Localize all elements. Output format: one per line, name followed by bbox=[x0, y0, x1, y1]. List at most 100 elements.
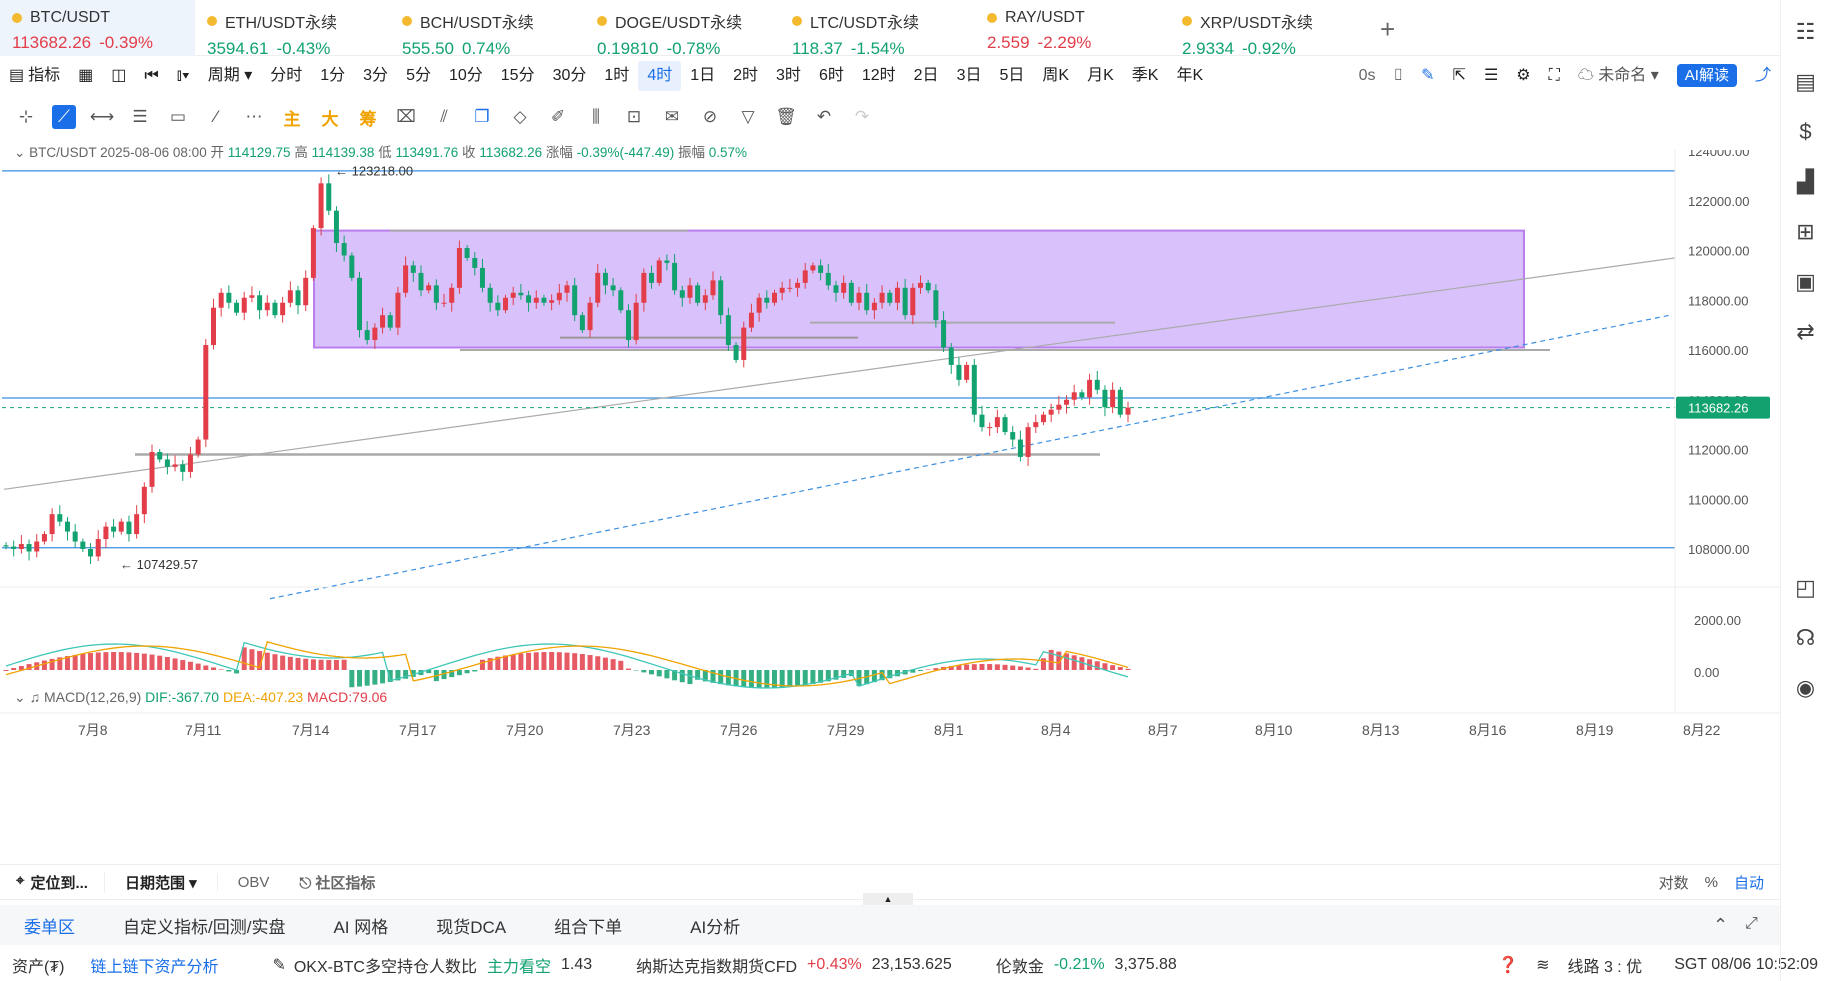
replay-icon[interactable]: ⏮ bbox=[144, 67, 159, 84]
big-tool[interactable]: 大 bbox=[321, 109, 339, 129]
menu-icon[interactable]: ☷ bbox=[1795, 19, 1816, 44]
ticker-tab[interactable]: DOGE/USDT永续 0.19810 -0.78% bbox=[597, 15, 743, 58]
interval-16[interactable]: 5日 bbox=[999, 67, 1025, 84]
brush-icon[interactable]: ⁄ bbox=[214, 107, 218, 126]
ticker-tab[interactable]: LTC/USDT永续 118.37 -1.54% bbox=[792, 15, 920, 58]
calendar-icon[interactable]: ▦ bbox=[78, 67, 94, 84]
interval-8[interactable]: 4时 bbox=[638, 61, 682, 91]
interval-10[interactable]: 2时 bbox=[733, 67, 759, 84]
more-icon[interactable]: ⋯ bbox=[245, 107, 263, 126]
ai-button[interactable]: AI解读 bbox=[1668, 61, 1746, 91]
panel-tab-3[interactable]: 现货DCA bbox=[436, 917, 507, 937]
main-tool[interactable]: 主 bbox=[283, 109, 301, 129]
log-toggle[interactable]: 对数 bbox=[1658, 874, 1689, 892]
locate-button[interactable]: ⌖ 定位到... bbox=[16, 871, 88, 892]
date-range-dropdown[interactable]: 日期范围 ▾ bbox=[103, 871, 217, 893]
indicator-button[interactable]: ▤ 指标 bbox=[0, 61, 69, 91]
auto-draw-icon[interactable]: ⌧ bbox=[396, 107, 416, 126]
filter-icon[interactable]: ▽ bbox=[741, 107, 755, 126]
interval-7[interactable]: 1时 bbox=[604, 67, 630, 84]
rectangle-icon[interactable]: ▭ bbox=[169, 107, 187, 126]
panel-tab-4[interactable]: 组合下单 bbox=[554, 917, 623, 937]
lock-icon[interactable]: ⊡ bbox=[626, 107, 642, 126]
interval-13[interactable]: 12时 bbox=[861, 67, 896, 84]
crosshair-icon[interactable]: ⊹ bbox=[18, 107, 34, 126]
interval-20[interactable]: 年K bbox=[1176, 67, 1204, 84]
document-icon[interactable]: ▤ bbox=[1795, 69, 1816, 94]
swap-icon[interactable]: ⇄ bbox=[1796, 319, 1815, 344]
note-icon[interactable]: ✉ bbox=[664, 107, 680, 126]
interval-12[interactable]: 6时 bbox=[818, 67, 844, 84]
interval-15[interactable]: 3日 bbox=[956, 67, 982, 84]
panel-tab-0[interactable]: 委单区 bbox=[24, 917, 75, 937]
add-tab-button[interactable]: + bbox=[1380, 14, 1396, 44]
interval-1[interactable]: 1分 bbox=[320, 67, 346, 84]
pen-icon[interactable]: ✎ bbox=[1421, 67, 1435, 84]
layout-dropdown[interactable]: ☁ 未命名 ▾ bbox=[1577, 67, 1659, 84]
analytics-icon[interactable]: ⊞ bbox=[1796, 219, 1815, 244]
help-icon[interactable]: ❓ bbox=[1498, 956, 1519, 974]
interval-2[interactable]: 3分 bbox=[363, 67, 389, 84]
collapse-handle[interactable]: ▲ bbox=[863, 893, 913, 905]
bar-chart-icon[interactable]: ▟ bbox=[1797, 169, 1814, 194]
ticker-tab[interactable]: XRP/USDT永续 2.9334 -0.92% bbox=[1182, 15, 1313, 58]
popout-icon[interactable]: ⇱ bbox=[1452, 67, 1466, 84]
ticker-tab[interactable]: BTC/USDT 113682.26 -0.39% bbox=[0, 0, 195, 56]
auto-toggle[interactable]: 自动 bbox=[1733, 874, 1764, 892]
compare-icon[interactable]: ◫ bbox=[111, 67, 127, 84]
chain-link[interactable]: 链上链下资产分析 bbox=[90, 958, 219, 976]
dollar-icon[interactable]: $ bbox=[1799, 119, 1812, 144]
share-icon[interactable]: ⤴ bbox=[1754, 67, 1771, 84]
camera-icon[interactable]: ⌷ bbox=[1393, 67, 1404, 84]
assets-label[interactable]: 资产(₮) bbox=[12, 958, 65, 976]
interval-0[interactable]: 分时 bbox=[270, 67, 303, 84]
interval-3[interactable]: 5分 bbox=[406, 67, 431, 84]
copy-icon[interactable]: ❐ bbox=[474, 107, 490, 126]
ticker-tab[interactable]: BCH/USDT永续 555.50 0.74% bbox=[402, 15, 534, 58]
headset-icon[interactable]: ☊ bbox=[1795, 625, 1816, 650]
period-dropdown[interactable]: 周期 ▾ bbox=[207, 67, 253, 84]
interval-4[interactable]: 10分 bbox=[448, 67, 483, 84]
panel-tab-1[interactable]: 自定义指标/回测/实盘 bbox=[123, 917, 286, 937]
fullscreen-icon[interactable]: ⛶ bbox=[1548, 67, 1560, 84]
price-chart[interactable]: 124000.00 122000.00 120000.00 118000.00 1160… bbox=[0, 150, 1780, 860]
interval-19[interactable]: 季K bbox=[1131, 67, 1159, 84]
bot-icon[interactable]: ◉ bbox=[1795, 675, 1816, 700]
obv-button[interactable]: OBV bbox=[216, 873, 290, 891]
ruler-icon[interactable]: ◇ bbox=[513, 107, 527, 126]
interval-11[interactable]: 3时 bbox=[776, 67, 801, 84]
collapse-icon[interactable]: ⌄ bbox=[14, 145, 26, 160]
undo-icon[interactable]: ↶ bbox=[816, 107, 832, 126]
interval-9[interactable]: 1日 bbox=[690, 67, 716, 84]
interval-14[interactable]: 2日 bbox=[913, 67, 939, 84]
chip-tool[interactable]: 筹 bbox=[359, 109, 377, 129]
etf-icon[interactable]: ▣ bbox=[1795, 269, 1816, 294]
chart-type-icon[interactable]: ⫾▾ bbox=[176, 67, 190, 84]
channel-icon[interactable]: ☰ bbox=[132, 107, 148, 126]
panel-tab-2[interactable]: AI 网格 bbox=[333, 917, 389, 937]
hline-icon[interactable]: ⟷ bbox=[89, 107, 115, 126]
candles-icon[interactable]: ⫼ bbox=[592, 107, 600, 126]
trendline-icon[interactable]: ⟋ bbox=[52, 105, 76, 129]
erase-line-icon[interactable]: ⫽ bbox=[440, 107, 448, 126]
interval-6[interactable]: 30分 bbox=[552, 67, 587, 84]
panel-icon[interactable]: ◰ bbox=[1795, 575, 1816, 600]
ticker-tab[interactable]: ETH/USDT永续 3594.61 -0.43% bbox=[207, 15, 338, 58]
list-icon[interactable]: ☰ bbox=[1483, 67, 1499, 84]
panel-tab-5[interactable]: AI分析 bbox=[690, 917, 741, 937]
highlight-icon[interactable]: ✐ bbox=[550, 107, 566, 126]
edit-icon[interactable]: ✎ bbox=[272, 956, 286, 974]
interval-18[interactable]: 月K bbox=[1087, 67, 1114, 84]
redo-icon[interactable]: ↷ bbox=[854, 107, 870, 126]
interval-5[interactable]: 15分 bbox=[500, 67, 535, 84]
interval-17[interactable]: 周K bbox=[1042, 67, 1070, 84]
ticker-tab[interactable]: RAY/USDT 2.559 -2.29% bbox=[987, 9, 1092, 52]
chevron-up-icon[interactable]: ⌃ bbox=[1713, 915, 1729, 935]
percent-toggle[interactable]: % bbox=[1704, 873, 1718, 891]
candle-body bbox=[88, 549, 94, 557]
magnet-icon[interactable]: ⊘ bbox=[702, 107, 718, 126]
expand-icon[interactable]: ⤢ bbox=[1745, 915, 1758, 932]
trash-icon[interactable]: 🗑 bbox=[775, 107, 797, 126]
community-button[interactable]: ⎋ 社区指标 bbox=[299, 874, 376, 892]
settings-icon[interactable]: ⚙ bbox=[1516, 67, 1531, 84]
